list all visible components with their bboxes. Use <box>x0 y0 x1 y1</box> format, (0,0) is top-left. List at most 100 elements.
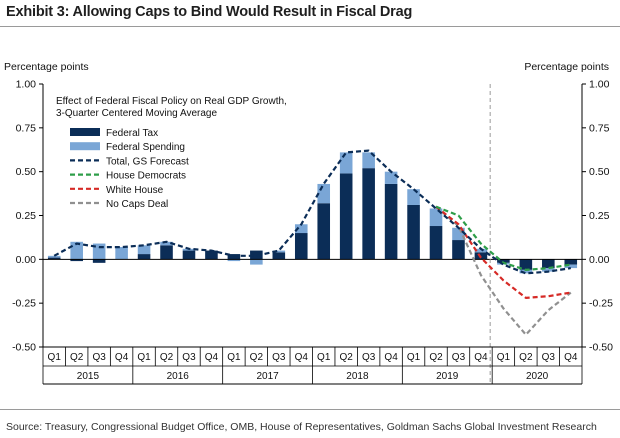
x-tick-label: Q4 <box>564 352 578 363</box>
x-tick-label: Q1 <box>137 352 151 363</box>
bar-federal-tax <box>272 252 286 260</box>
y-tick-label-left: 1.00 <box>16 79 37 91</box>
x-tick-label: Q3 <box>272 352 286 363</box>
title-rule <box>0 26 620 27</box>
source-note: Source: Treasury, Congressional Budget O… <box>6 421 597 433</box>
y-axis-label-right: Percentage points <box>524 61 609 73</box>
source-rule <box>0 409 620 410</box>
bar-federal-spending <box>47 255 61 258</box>
x-tick-label: Q1 <box>497 352 511 363</box>
legend-swatch-bar <box>70 128 100 136</box>
line-white-house <box>435 205 571 299</box>
bar-federal-spending <box>115 247 128 260</box>
legend-label: White House <box>106 185 164 196</box>
x-tick-label: Q4 <box>205 352 219 363</box>
bar-federal-tax <box>429 226 443 260</box>
bar-federal-spending <box>384 171 398 184</box>
bar-federal-tax <box>92 259 106 263</box>
x-tick-label: Q4 <box>115 352 129 363</box>
x-tick-label: Q1 <box>407 352 421 363</box>
plot-area: -0.50 -0.50 -0.25 -0.25 0.00 0.00 0.25 0.25 0.50… <box>12 79 613 385</box>
y-tick-label-right: -0.25 <box>589 298 613 310</box>
x-tick-label: Q2 <box>429 352 443 363</box>
line-no-caps-deal <box>435 205 572 336</box>
bar-federal-tax <box>47 257 61 260</box>
x-year-label: 2020 <box>526 371 549 382</box>
bar-federal-tax <box>317 203 331 260</box>
x-tick-label: Q4 <box>474 352 488 363</box>
x-tick-label: Q3 <box>182 352 196 363</box>
y-tick-label-left: 0.25 <box>16 210 37 222</box>
x-tick-label: Q2 <box>519 352 533 363</box>
bar-federal-spending <box>272 250 286 253</box>
x-tick-label: Q3 <box>92 352 106 363</box>
chart-subtitle-line-1: Effect of Federal Fiscal Policy on Real … <box>56 96 287 107</box>
x-tick-label: Q1 <box>317 352 331 363</box>
legend-label: Federal Tax <box>106 128 158 139</box>
x-tick-label: Q2 <box>340 352 354 363</box>
bar-federal-spending <box>429 208 443 227</box>
x-tick-label: Q2 <box>70 352 84 363</box>
bar-federal-tax <box>250 250 263 260</box>
x-tick-label: Q2 <box>160 352 174 363</box>
x-tick-label: Q2 <box>250 352 264 363</box>
line-total-gs-forecast <box>53 149 571 275</box>
bar-federal-spending <box>137 245 151 255</box>
bar-federal-spending <box>542 268 555 272</box>
x-year-label: 2018 <box>346 371 369 382</box>
x-tick-label: Q4 <box>295 352 309 363</box>
chart: Percentage points Percentage points Effe… <box>4 61 613 385</box>
y-tick-label-left: -0.25 <box>12 298 36 310</box>
legend-swatch-bar <box>70 142 100 151</box>
x-tick-label: Q3 <box>362 352 376 363</box>
bar-federal-spending <box>227 259 241 262</box>
y-tick-label-left: -0.50 <box>12 342 36 354</box>
exhibit-title: Exhibit 3: Allowing Caps to Bind Would R… <box>6 4 413 20</box>
x-tick-label: Q1 <box>227 352 241 363</box>
bar-federal-tax <box>564 259 578 265</box>
y-tick-label-right: -0.50 <box>589 342 613 354</box>
legend-label: Federal Spending <box>106 142 185 153</box>
bar-federal-tax <box>384 183 398 260</box>
x-year-label: 2015 <box>77 371 100 382</box>
bar-federal-spending <box>564 264 578 269</box>
bar-federal-tax <box>452 240 465 260</box>
x-year-label: 2016 <box>167 371 190 382</box>
x-year-label: 2017 <box>256 371 279 382</box>
bar-federal-spending <box>70 241 83 260</box>
bar-federal-tax <box>497 259 510 263</box>
bar-federal-spending <box>362 152 375 169</box>
bar-federal-tax <box>362 168 375 260</box>
bar-federal-spending <box>250 259 263 265</box>
bar-federal-tax <box>182 250 196 260</box>
y-tick-label-right: 0.50 <box>589 166 610 178</box>
bar-federal-spending <box>519 269 533 274</box>
y-axis-label-left: Percentage points <box>4 61 89 73</box>
x-tick-label: Q3 <box>542 352 556 363</box>
bar-federal-tax <box>137 254 151 260</box>
bar-federal-tax <box>70 259 83 262</box>
y-tick-label-right: 1.00 <box>589 79 610 91</box>
y-tick-label-right: 0.00 <box>589 254 610 266</box>
legend-label: House Democrats <box>106 171 186 182</box>
line-house-democrats <box>435 205 571 271</box>
legend-label: Total, GS Forecast <box>106 156 189 167</box>
bar-federal-tax <box>339 173 353 260</box>
x-year-label: 2019 <box>436 371 459 382</box>
legend-label: No Caps Deal <box>106 199 168 210</box>
bar-federal-tax <box>407 204 420 260</box>
bar-federal-spending <box>474 248 488 253</box>
y-tick-label-left: 0.00 <box>16 254 37 266</box>
y-tick-label-right: 0.75 <box>589 122 610 134</box>
y-tick-label-left: 0.50 <box>16 166 37 178</box>
x-tick-label: Q1 <box>48 352 62 363</box>
bar-federal-tax <box>160 245 173 260</box>
bar-federal-tax <box>542 259 555 269</box>
y-tick-label-right: 0.25 <box>589 210 610 222</box>
y-tick-label-left: 0.75 <box>16 122 37 134</box>
chart-subtitle-line-2: 3-Quarter Centered Moving Average <box>56 108 217 119</box>
x-tick-label: Q3 <box>452 352 466 363</box>
bar-federal-tax <box>519 259 533 270</box>
bar-federal-spending <box>160 241 173 246</box>
x-tick-label: Q4 <box>384 352 398 363</box>
